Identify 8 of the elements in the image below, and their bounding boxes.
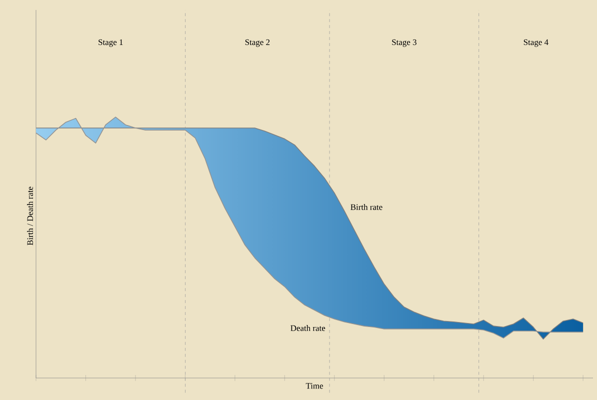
text: Stage 4	[524, 39, 548, 47]
x-axis-title: Time	[306, 383, 324, 389]
text: Stage 1	[98, 39, 123, 47]
series-label: Birth rate	[350, 204, 382, 210]
text: Stage 2	[245, 39, 270, 47]
y-axis-title: Birth / Death rate	[27, 186, 33, 246]
series-label: Death rate	[290, 325, 326, 331]
text: Stage 3	[392, 39, 416, 47]
